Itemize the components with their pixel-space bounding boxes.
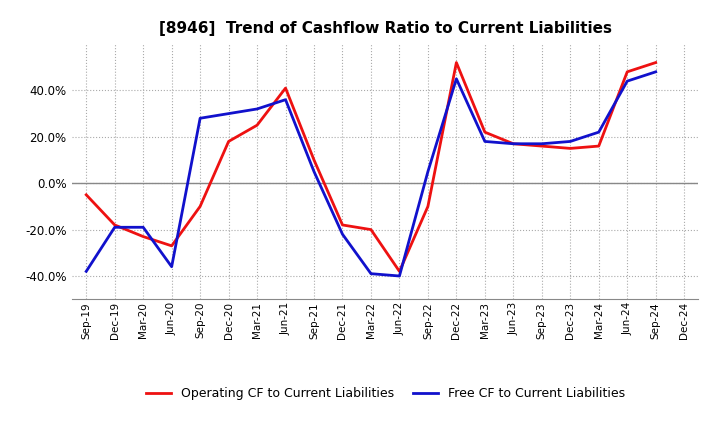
Operating CF to Current Liabilities <box>282 85 290 91</box>
Free CF to Current Liabilities <box>595 129 603 135</box>
Free CF to Current Liabilities <box>139 225 148 230</box>
Operating CF to Current Liabilities <box>366 227 375 232</box>
Free CF to Current Liabilities <box>652 69 660 74</box>
Line: Free CF to Current Liabilities: Free CF to Current Liabilities <box>86 72 656 276</box>
Free CF to Current Liabilities <box>310 169 318 174</box>
Operating CF to Current Liabilities <box>423 204 432 209</box>
Free CF to Current Liabilities <box>282 97 290 103</box>
Free CF to Current Liabilities <box>110 225 119 230</box>
Free CF to Current Liabilities <box>338 231 347 237</box>
Operating CF to Current Liabilities <box>480 129 489 135</box>
Operating CF to Current Liabilities <box>196 204 204 209</box>
Operating CF to Current Liabilities <box>253 123 261 128</box>
Free CF to Current Liabilities <box>167 264 176 269</box>
Operating CF to Current Liabilities <box>623 69 631 74</box>
Free CF to Current Liabilities <box>509 141 518 147</box>
Free CF to Current Liabilities <box>452 76 461 81</box>
Line: Operating CF to Current Liabilities: Operating CF to Current Liabilities <box>86 62 656 271</box>
Free CF to Current Liabilities <box>82 269 91 274</box>
Free CF to Current Liabilities <box>225 111 233 116</box>
Operating CF to Current Liabilities <box>310 158 318 163</box>
Free CF to Current Liabilities <box>366 271 375 276</box>
Operating CF to Current Liabilities <box>139 234 148 239</box>
Free CF to Current Liabilities <box>423 169 432 174</box>
Operating CF to Current Liabilities <box>338 222 347 227</box>
Operating CF to Current Liabilities <box>167 243 176 249</box>
Free CF to Current Liabilities <box>196 116 204 121</box>
Operating CF to Current Liabilities <box>395 269 404 274</box>
Operating CF to Current Liabilities <box>225 139 233 144</box>
Operating CF to Current Liabilities <box>452 60 461 65</box>
Operating CF to Current Liabilities <box>537 143 546 149</box>
Legend: Operating CF to Current Liabilities, Free CF to Current Liabilities: Operating CF to Current Liabilities, Fre… <box>145 387 625 400</box>
Operating CF to Current Liabilities <box>566 146 575 151</box>
Operating CF to Current Liabilities <box>595 143 603 149</box>
Free CF to Current Liabilities <box>480 139 489 144</box>
Operating CF to Current Liabilities <box>82 192 91 198</box>
Operating CF to Current Liabilities <box>110 222 119 227</box>
Operating CF to Current Liabilities <box>652 60 660 65</box>
Title: [8946]  Trend of Cashflow Ratio to Current Liabilities: [8946] Trend of Cashflow Ratio to Curren… <box>158 21 612 36</box>
Free CF to Current Liabilities <box>623 78 631 84</box>
Free CF to Current Liabilities <box>537 141 546 147</box>
Free CF to Current Liabilities <box>253 106 261 112</box>
Free CF to Current Liabilities <box>566 139 575 144</box>
Free CF to Current Liabilities <box>395 273 404 279</box>
Operating CF to Current Liabilities <box>509 141 518 147</box>
